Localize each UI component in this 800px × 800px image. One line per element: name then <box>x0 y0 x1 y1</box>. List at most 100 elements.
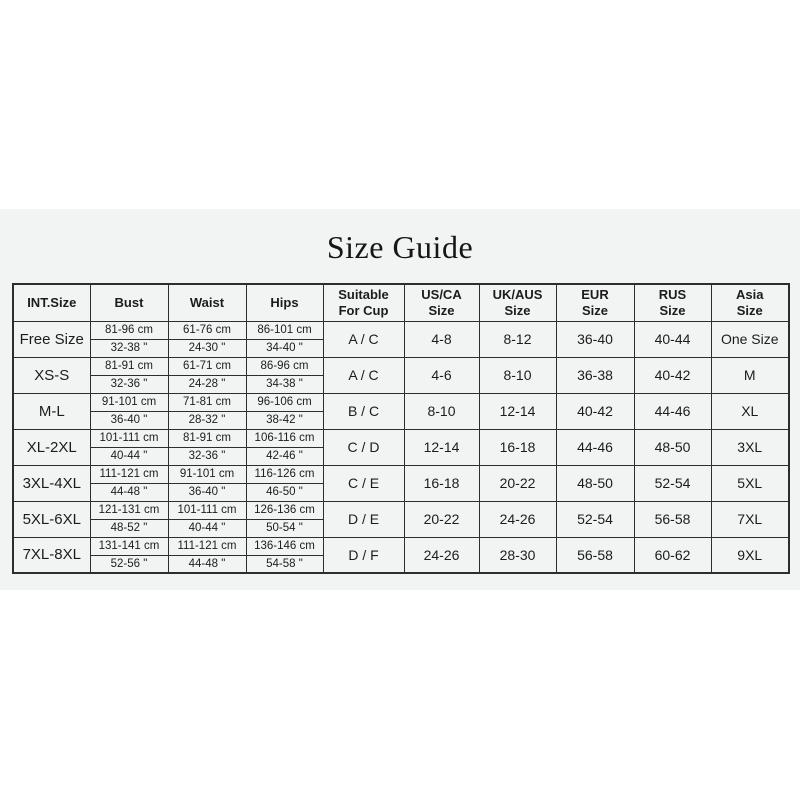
cup-cell: A / C <box>322 356 405 394</box>
hips-cm-cell: 86-101 cm <box>245 320 324 340</box>
cup-cell: A / C <box>322 320 405 358</box>
waist-cm-cell: 61-76 cm <box>167 320 247 340</box>
bust-cm-cell: 111-121 cm <box>89 464 169 484</box>
waist-cm-cell: 111-121 cm <box>167 536 247 556</box>
cup-cell: B / C <box>322 392 405 430</box>
table-row: Free Size 81-96 cm 61-76 cm 86-101 cm A … <box>12 320 790 358</box>
col-header-hips: Hips <box>245 283 324 322</box>
asia-cell: 5XL <box>710 464 790 502</box>
rus-cell: 56-58 <box>633 500 712 538</box>
waist-in-cell: 36-40 " <box>167 482 247 502</box>
ukaus-cell: 12-14 <box>478 392 557 430</box>
int-size-cell: 5XL-6XL <box>12 500 91 538</box>
size-guide-table: INT.Size Bust Waist Hips Suitable For Cu… <box>12 283 790 574</box>
eur-cell: 52-54 <box>555 500 635 538</box>
waist-cm-cell: 81-91 cm <box>167 428 247 448</box>
usca-cell: 4-6 <box>403 356 480 394</box>
int-size-cell: 7XL-8XL <box>12 536 91 574</box>
hips-in-cell: 50-54 " <box>245 518 324 538</box>
hips-cm-cell: 126-136 cm <box>245 500 324 520</box>
hips-in-cell: 34-40 " <box>245 338 324 358</box>
hips-cm-cell: 96-106 cm <box>245 392 324 412</box>
hips-in-cell: 34-38 " <box>245 374 324 394</box>
waist-cm-cell: 61-71 cm <box>167 356 247 376</box>
table-row-inches: 44-48 " 36-40 " 46-50 " <box>13 482 789 502</box>
table-row-inches: 36-40 " 28-32 " 38-42 " <box>13 410 789 430</box>
table-row-inches: 48-52 " 40-44 " 50-54 " <box>13 518 789 538</box>
table-row-inches: 32-38 " 24-30 " 34-40 " <box>13 338 789 358</box>
usca-cell: 4-8 <box>403 320 480 358</box>
table-row-inches: 52-56 " 44-48 " 54-58 " <box>13 554 789 574</box>
waist-in-cell: 40-44 " <box>167 518 247 538</box>
table-row: M-L 91-101 cm 71-81 cm 96-106 cm B / C 8… <box>12 392 790 430</box>
bust-cm-cell: 101-111 cm <box>89 428 169 448</box>
int-size-cell: 3XL-4XL <box>12 464 91 502</box>
bust-in-cell: 32-38 " <box>89 338 169 358</box>
col-header-rus-size: RUS Size <box>633 283 712 322</box>
bust-in-cell: 52-56 " <box>89 554 169 574</box>
table-row-inches: 32-36 " 24-28 " 34-38 " <box>13 374 789 394</box>
col-header-usca-size: US/CA Size <box>403 283 480 322</box>
hips-cm-cell: 116-126 cm <box>245 464 324 484</box>
rus-cell: 44-46 <box>633 392 712 430</box>
waist-cm-cell: 101-111 cm <box>167 500 247 520</box>
asia-cell: XL <box>710 392 790 430</box>
waist-cm-cell: 71-81 cm <box>167 392 247 412</box>
col-header-ukaus-size: UK/AUS Size <box>478 283 557 322</box>
rus-cell: 60-62 <box>633 536 712 574</box>
rus-cell: 40-44 <box>633 320 712 358</box>
bust-in-cell: 40-44 " <box>89 446 169 466</box>
cup-cell: D / F <box>322 536 405 574</box>
eur-cell: 56-58 <box>555 536 635 574</box>
usca-cell: 24-26 <box>403 536 480 574</box>
bust-in-cell: 44-48 " <box>89 482 169 502</box>
col-header-waist: Waist <box>167 283 247 322</box>
eur-cell: 36-38 <box>555 356 635 394</box>
ukaus-cell: 8-12 <box>478 320 557 358</box>
eur-cell: 40-42 <box>555 392 635 430</box>
int-size-cell: Free Size <box>12 320 91 358</box>
bust-cm-cell: 81-96 cm <box>89 320 169 340</box>
hips-cm-cell: 106-116 cm <box>245 428 324 448</box>
hips-in-cell: 46-50 " <box>245 482 324 502</box>
table-row: XL-2XL 101-111 cm 81-91 cm 106-116 cm C … <box>12 428 790 466</box>
table-row: 5XL-6XL 121-131 cm 101-111 cm 126-136 cm… <box>12 500 790 538</box>
hips-cm-cell: 86-96 cm <box>245 356 324 376</box>
ukaus-cell: 16-18 <box>478 428 557 466</box>
int-size-cell: XS-S <box>12 356 91 394</box>
usca-cell: 20-22 <box>403 500 480 538</box>
usca-cell: 16-18 <box>403 464 480 502</box>
col-header-bust: Bust <box>89 283 169 322</box>
header-row: INT.Size Bust Waist Hips Suitable For Cu… <box>12 283 790 322</box>
waist-cm-cell: 91-101 cm <box>167 464 247 484</box>
waist-in-cell: 24-30 " <box>167 338 247 358</box>
ukaus-cell: 8-10 <box>478 356 557 394</box>
rus-cell: 52-54 <box>633 464 712 502</box>
bust-cm-cell: 91-101 cm <box>89 392 169 412</box>
table-row: XS-S 81-91 cm 61-71 cm 86-96 cm A / C 4-… <box>12 356 790 394</box>
bust-cm-cell: 81-91 cm <box>89 356 169 376</box>
col-header-asia-size: Asia Size <box>710 283 790 322</box>
rus-cell: 40-42 <box>633 356 712 394</box>
usca-cell: 8-10 <box>403 392 480 430</box>
cup-cell: D / E <box>322 500 405 538</box>
bust-in-cell: 36-40 " <box>89 410 169 430</box>
bust-cm-cell: 131-141 cm <box>89 536 169 556</box>
rus-cell: 48-50 <box>633 428 712 466</box>
col-header-eur-size: EUR Size <box>555 283 635 322</box>
bust-in-cell: 48-52 " <box>89 518 169 538</box>
ukaus-cell: 28-30 <box>478 536 557 574</box>
asia-cell: 9XL <box>710 536 790 574</box>
hips-cm-cell: 136-146 cm <box>245 536 324 556</box>
col-header-int-size: INT.Size <box>12 283 91 322</box>
eur-cell: 44-46 <box>555 428 635 466</box>
table-row: 3XL-4XL 111-121 cm 91-101 cm 116-126 cm … <box>12 464 790 502</box>
ukaus-cell: 20-22 <box>478 464 557 502</box>
waist-in-cell: 28-32 " <box>167 410 247 430</box>
ukaus-cell: 24-26 <box>478 500 557 538</box>
bust-in-cell: 32-36 " <box>89 374 169 394</box>
hips-in-cell: 42-46 " <box>245 446 324 466</box>
cup-cell: C / E <box>322 464 405 502</box>
asia-cell: 7XL <box>710 500 790 538</box>
col-header-suitable-cup: Suitable For Cup <box>322 283 405 322</box>
